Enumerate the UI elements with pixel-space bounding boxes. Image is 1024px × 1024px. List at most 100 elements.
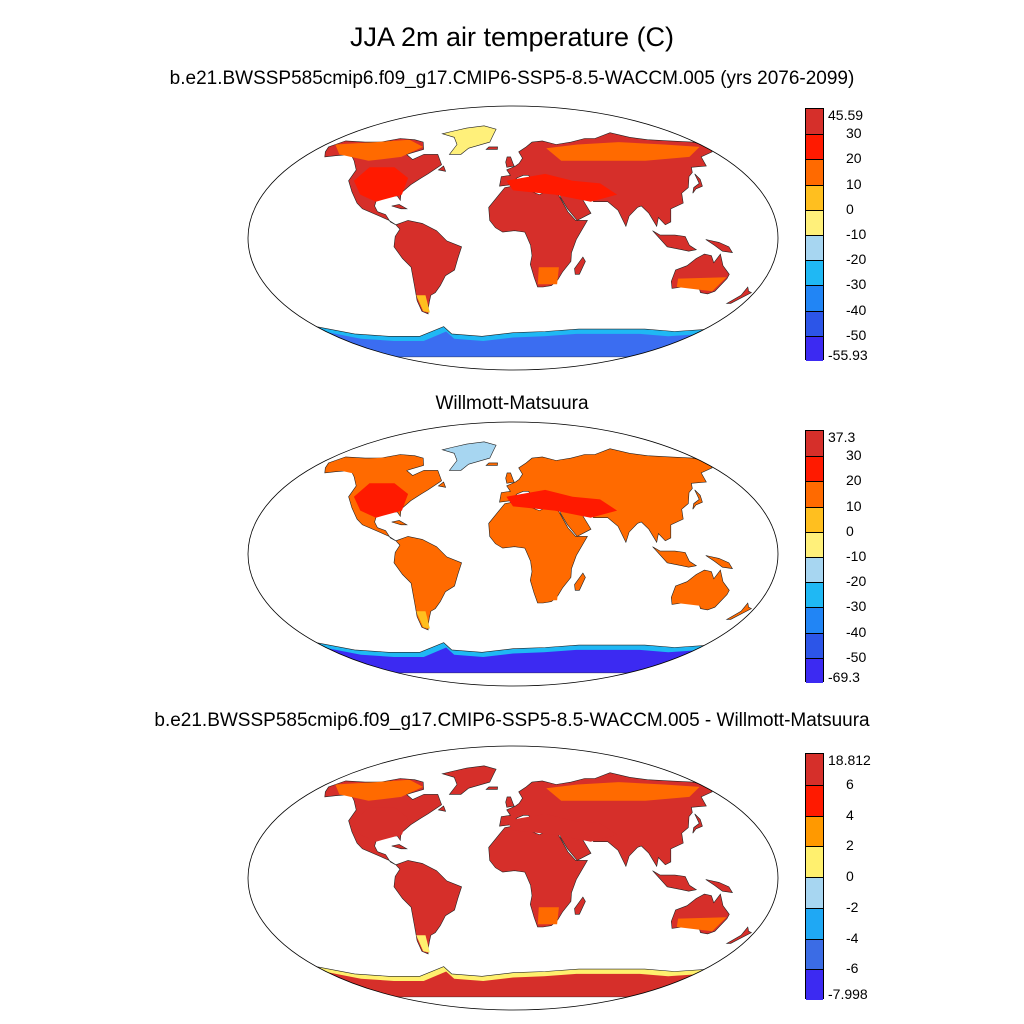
landmass-southAmerica [393, 536, 462, 631]
temperature-region [353, 807, 409, 842]
temperature-region [353, 483, 409, 518]
colorbar-tick-label: -20 [846, 251, 867, 268]
colorbar-tick-label: -7.998 [828, 986, 868, 1002]
colorbar-tick-label: -30 [846, 598, 867, 615]
landmass-iceland [485, 786, 498, 790]
temperature-region [416, 295, 430, 313]
panel-3-title: b.e21.BWSSP585cmip6.f09_g17.CMIP6-SSP5-8… [154, 710, 870, 731]
panel-1-map [246, 104, 780, 372]
map-border [247, 745, 779, 1011]
panel-1-title: b.e21.BWSSP585cmip6.f09_g17.CMIP6-SSP5-8… [169, 68, 855, 89]
landmass-indonesia [652, 546, 698, 568]
landmass-newGuinea [705, 555, 733, 569]
landmass-southAmerica [393, 860, 462, 955]
colorbar-swatch [806, 456, 823, 482]
colorbar-tick-label: 0 [846, 868, 854, 884]
landmass-cuba [391, 520, 408, 526]
landmass-newfoundland [437, 481, 447, 488]
landmass-indonesia [652, 230, 698, 252]
temperature-region [546, 458, 700, 477]
landmass-madagascar [574, 572, 586, 591]
temperature-region [335, 139, 423, 161]
temperature-region [537, 583, 559, 601]
colorbar-tick-label: -10 [846, 226, 867, 242]
colorbar-swatch [806, 335, 823, 361]
map-border [247, 105, 779, 371]
landmass-newGuinea [705, 879, 733, 893]
panel-2-map [246, 420, 780, 688]
colorbar-tick-label: 4 [846, 806, 854, 823]
colorbar-tick-label: -10 [846, 548, 867, 564]
world-map [247, 105, 779, 371]
colorbar-swatch [806, 969, 823, 1000]
main-title: JJA 2m air temperature (C) [349, 22, 675, 52]
colorbar-swatch [806, 582, 823, 608]
landmass-antarctica [317, 646, 704, 673]
landmass-greenland [441, 765, 497, 795]
panel-3-map [246, 744, 780, 1012]
colorbar-swatch [806, 109, 823, 135]
colorbar-tick-label: -40 [846, 301, 867, 318]
landmass-uk [505, 472, 515, 484]
colorbar-tick-label: 20 [846, 472, 862, 489]
colorbar-tick-label: -40 [846, 623, 867, 640]
landmass-madagascar [574, 896, 586, 915]
colorbar-tick-label: -50 [846, 648, 867, 665]
landmass-japan [692, 489, 703, 510]
landmass-greenland [441, 125, 497, 155]
world-map [247, 745, 779, 1011]
panel-1-colorbar [805, 108, 824, 361]
colorbar-tick-label: 0 [846, 522, 854, 539]
colorbar-tick-label: 0 [846, 200, 854, 217]
colorbar-tick-label: 6 [846, 775, 854, 792]
colorbar-tick-label: 2 [846, 837, 854, 854]
colorbar-swatch [806, 506, 823, 532]
colorbar-tick-label: 30 [846, 125, 862, 142]
colorbar-swatch [806, 657, 823, 683]
landmass-japan [692, 813, 703, 834]
colorbar-swatch [806, 531, 823, 557]
landmass-uk [505, 796, 515, 808]
temperature-region [506, 173, 618, 202]
panel-2-colorbar [805, 430, 824, 683]
colorbar-swatch [806, 184, 823, 210]
temperature-region [416, 611, 430, 629]
colorbar-swatch [806, 310, 823, 336]
landmass-newGuinea [705, 239, 733, 253]
temperature-region [416, 935, 430, 953]
colorbar-tick-label: -20 [846, 573, 867, 590]
colorbar-tick-label: 20 [846, 150, 862, 167]
landmass-nz [725, 602, 753, 620]
colorbar-tick-label: -4 [846, 929, 859, 946]
colorbar-swatch [806, 632, 823, 658]
temperature-region [537, 907, 559, 925]
colorbar-swatch [806, 134, 823, 160]
colorbar-swatch [806, 815, 823, 847]
landmass-uk [505, 156, 515, 168]
temperature-region [335, 455, 423, 477]
colorbar-swatch [806, 877, 823, 908]
landmass-iceland [485, 146, 498, 150]
colorbar-tick-label: 45.59 [828, 107, 864, 123]
temperature-region [546, 142, 700, 161]
colorbar-swatch [806, 754, 823, 785]
temperature-region [546, 782, 700, 801]
colorbar-tick-label: 30 [846, 447, 862, 464]
landmass-cuba [391, 844, 408, 850]
colorbar-swatch [806, 159, 823, 185]
colorbar-swatch [806, 481, 823, 507]
colorbar-tick-label: 37.3 [828, 429, 856, 445]
map-border [247, 421, 779, 687]
colorbar-swatch [806, 431, 823, 457]
colorbar-swatch [806, 557, 823, 583]
temperature-region [537, 267, 559, 285]
temperature-region [676, 917, 727, 932]
colorbar-tick-label: 10 [846, 175, 862, 192]
temperature-region [676, 277, 727, 292]
landmass-antarctica [317, 330, 704, 357]
colorbar-tick-label: 10 [846, 497, 862, 514]
landmass-antarctica [317, 970, 704, 997]
colorbar-swatch [806, 784, 823, 816]
temperature-region [676, 593, 727, 608]
landmass-nz [725, 926, 753, 944]
